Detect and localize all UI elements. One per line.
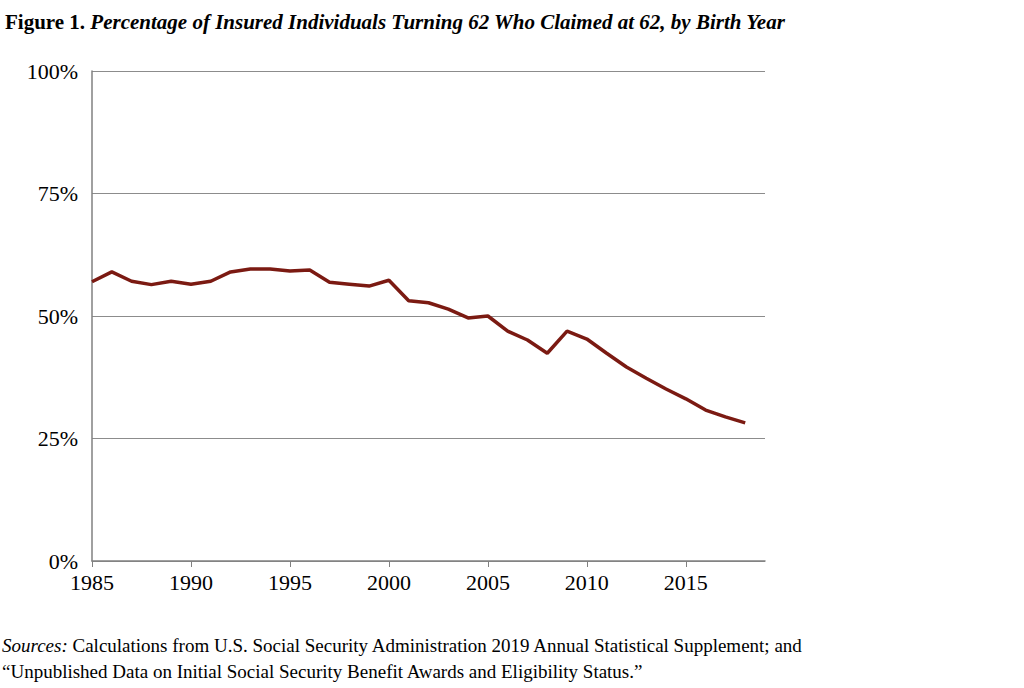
- svg-text:1985: 1985: [70, 570, 114, 595]
- svg-text:1990: 1990: [169, 570, 213, 595]
- svg-text:2005: 2005: [466, 570, 510, 595]
- svg-text:100%: 100%: [27, 59, 78, 84]
- svg-text:2010: 2010: [565, 570, 609, 595]
- svg-text:2000: 2000: [367, 570, 411, 595]
- svg-text:25%: 25%: [38, 426, 78, 451]
- svg-text:75%: 75%: [38, 181, 78, 206]
- svg-text:Sources:: Sources:: [2, 635, 68, 656]
- svg-text:Calculations from U.S. Social: Calculations from U.S. Social Security A…: [68, 635, 803, 656]
- svg-text:1995: 1995: [268, 570, 312, 595]
- svg-text:2015: 2015: [664, 570, 708, 595]
- svg-text:“Unpublished Data on Initial S: “Unpublished Data on Initial Social Secu…: [2, 661, 642, 682]
- svg-text:50%: 50%: [38, 304, 78, 329]
- svg-text:Percentage of Insured Individu: Percentage of Insured Individuals Turnin…: [89, 10, 785, 34]
- svg-text:0%: 0%: [48, 548, 78, 574]
- svg-text:Figure 1.: Figure 1.: [5, 10, 90, 34]
